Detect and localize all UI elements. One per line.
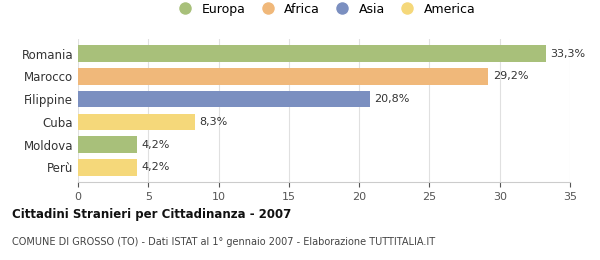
Text: 4,2%: 4,2%: [141, 162, 170, 172]
Bar: [78, 91, 370, 107]
Text: COMUNE DI GROSSO (TO) - Dati ISTAT al 1° gennaio 2007 - Elaborazione TUTTITALIA.: COMUNE DI GROSSO (TO) - Dati ISTAT al 1°…: [12, 237, 435, 246]
Text: 29,2%: 29,2%: [493, 72, 528, 81]
Text: 4,2%: 4,2%: [141, 140, 170, 149]
Legend: Europa, Africa, Asia, America: Europa, Africa, Asia, America: [173, 3, 475, 16]
Text: 8,3%: 8,3%: [199, 117, 227, 127]
Text: 33,3%: 33,3%: [550, 49, 586, 59]
Text: Cittadini Stranieri per Cittadinanza - 2007: Cittadini Stranieri per Cittadinanza - 2…: [12, 208, 291, 221]
Bar: [78, 68, 488, 84]
Bar: [78, 136, 137, 153]
Bar: [78, 159, 137, 176]
Text: 20,8%: 20,8%: [374, 94, 410, 104]
Bar: [78, 114, 194, 130]
Bar: [78, 46, 546, 62]
